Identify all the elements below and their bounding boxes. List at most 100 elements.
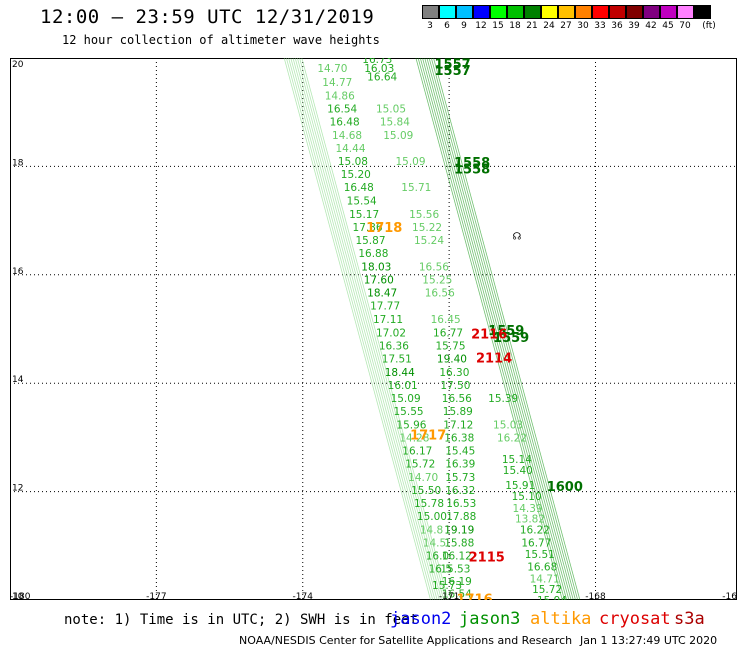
lon-tick-label: -171 (439, 592, 459, 600)
swh-value-label: 15.05 (376, 103, 406, 115)
swh-value-label: 17.11 (373, 314, 403, 326)
lon-tick-label: -16 (722, 592, 737, 600)
swh-value-label: 14.28 (399, 432, 429, 444)
legend-swatch (626, 5, 643, 19)
legend-label: 21 (526, 21, 538, 31)
legend-swatch (422, 5, 439, 19)
swh-value-label: 17.50 (440, 380, 470, 392)
swh-value-label: 16.22 (520, 525, 550, 537)
swh-value-label: 15.22 (412, 222, 442, 234)
swh-value-label: 15.88 (444, 538, 474, 550)
legend-swatch (456, 5, 473, 19)
swh-value-label: 15.24 (414, 235, 444, 247)
satellite-track (299, 57, 447, 601)
swh-value-label: 18.44 (385, 367, 415, 379)
swh-value-label: 15.40 (503, 465, 533, 477)
legend-swatch (660, 5, 677, 19)
swh-value-label: 14.86 (325, 90, 355, 102)
swh-value-label: 15.71 (401, 182, 431, 194)
legend-label: 30 (577, 21, 589, 31)
swh-value-label: 16.53 (446, 498, 476, 510)
legend-swatch (541, 5, 558, 19)
satellite-track (415, 57, 563, 601)
map-frame (10, 58, 737, 600)
swh-value-label: 15.96 (396, 419, 426, 431)
swh-value-label: 16.12 (442, 551, 472, 563)
lat-tick-label: 20 (12, 60, 24, 70)
swh-value-label: 15.00 (417, 511, 447, 523)
legend-swatch (575, 5, 592, 19)
swh-value-label: 15.72 (405, 458, 435, 470)
lon-tick-label: -180 (10, 592, 31, 600)
swh-value-label: 16.56 (419, 262, 449, 274)
legend-swatch (490, 5, 507, 19)
lat-tick-label: 16 (12, 267, 24, 277)
swh-value-label: 14.77 (322, 77, 352, 89)
lon-tick-label: -174 (293, 592, 314, 600)
swh-value-label: 17.12 (443, 419, 473, 431)
swh-value-label: 15.55 (394, 406, 424, 418)
swh-value-label: 16.48 (344, 182, 374, 194)
swh-value-label: 14.71 (530, 573, 560, 585)
legend-label: 70 (679, 21, 691, 31)
satellite-track (286, 57, 434, 601)
swh-value-label: 16.19 (442, 576, 472, 588)
legend-unit: (ft) (702, 21, 716, 31)
legend-swatch (558, 5, 575, 19)
swh-value-label: 17.88 (446, 511, 476, 523)
swh-value-label: 17.60 (364, 275, 394, 287)
legend-label: 27 (560, 21, 572, 31)
pass-time-label: 1718 (366, 221, 402, 236)
legend-label: 9 (461, 21, 467, 31)
pass-time-label: 2116 (471, 327, 507, 342)
swh-value-label: 15.72 (532, 584, 562, 596)
mission-jason2: jason2 (390, 609, 452, 629)
swh-value-label: 15.50 (411, 485, 441, 497)
swh-value-label: 15.94 (537, 595, 567, 600)
swh-value-label: 17.36 (353, 222, 383, 234)
pass-time-label: 1558 (454, 163, 490, 178)
satellite-track (290, 57, 438, 601)
swh-value-label: 15.10 (512, 491, 542, 503)
generated-timestamp: Jan 1 13:27:49 UTC 2020 (580, 634, 718, 647)
lat-tick-label: 14 (12, 375, 24, 385)
legend-label: 15 (492, 21, 504, 31)
lat-tick-label: 18 (12, 158, 24, 168)
swh-value-label: 15.25 (422, 275, 452, 287)
swh-value-label: 16.36 (379, 340, 409, 352)
pass-time-label: 1559 (488, 324, 524, 339)
satellite-track (283, 57, 431, 601)
legend-label: 18 (509, 21, 521, 31)
swh-value-label: 15.08 (338, 156, 368, 168)
mission-altika: altika (530, 609, 592, 629)
swh-value-label: 16.17 (402, 445, 432, 457)
swh-value-label: 14.68 (332, 130, 362, 142)
satellite-track (433, 57, 581, 601)
page-title: 12:00 – 23:59 UTC 12/31/2019 (40, 6, 375, 28)
map-plot-area[interactable]: ☊ 14.70 14.77 14.86 16.54 16.48 14.68 14.44 15.0… (10, 54, 737, 607)
satellite-track (297, 57, 445, 601)
swh-value-label: 15.39 (488, 393, 518, 405)
swh-value-label: 15.17 (349, 209, 379, 221)
swh-value-label: 18.47 (367, 288, 397, 300)
swh-value-label: 15.03 (493, 419, 523, 431)
pass-time-label: 2115 (469, 551, 505, 566)
lat-tick-label: 12 (12, 484, 23, 494)
swh-value-label: 15.51 (525, 549, 555, 561)
swh-value-label: 15.53 (440, 564, 470, 576)
satellite-track (424, 57, 572, 601)
swh-value-label: 16.01 (388, 380, 418, 392)
map-canvas: ☊14.7014.7714.8616.5416.4814.6814.4415.0… (10, 54, 737, 607)
swh-value-label: 14.5 (423, 538, 446, 550)
legend-label: 3 (427, 21, 433, 31)
swh-value-label: 14.44 (335, 143, 365, 155)
pass-time-label: 1559 (493, 331, 529, 346)
swh-value-label: 15.89 (443, 406, 473, 418)
legend-swatch (643, 5, 660, 19)
satellite-track (426, 57, 574, 601)
swh-value-label: 16.54 (327, 103, 357, 115)
legend-label: 12 (475, 21, 487, 31)
swh-value-label: 17.02 (376, 327, 406, 339)
satellite-track (430, 57, 579, 601)
swh-value-label: 16.77 (433, 327, 463, 339)
